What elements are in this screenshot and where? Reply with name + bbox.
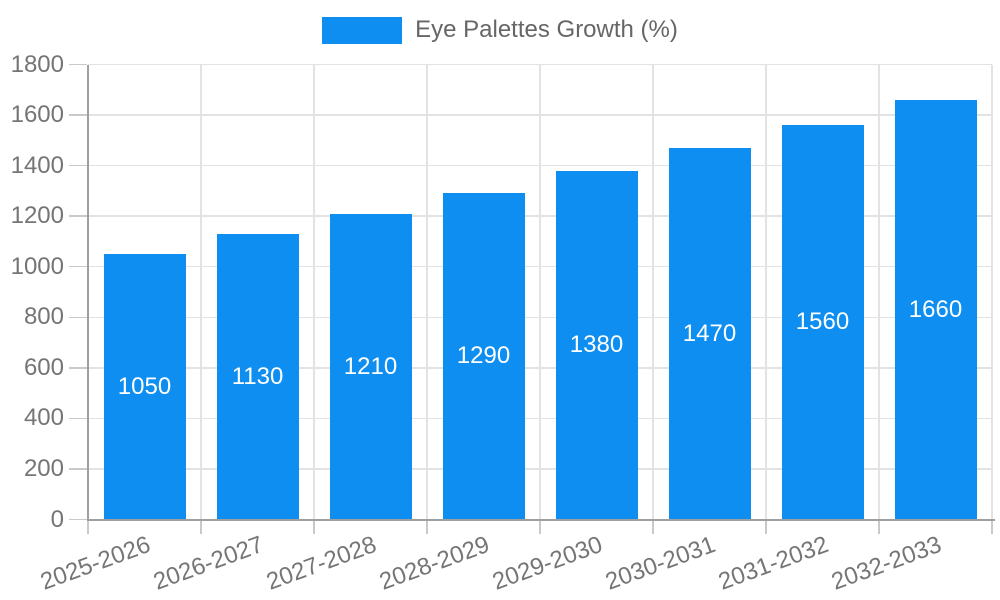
legend: Eye Palettes Growth (%) — [0, 16, 1000, 44]
bar — [216, 233, 299, 520]
y-axis-tick-label: 1800 — [10, 50, 64, 78]
y-axis-tick-label: 800 — [23, 303, 64, 331]
y-tick-mark — [69, 164, 87, 167]
x-axis-tick-label: 2031-2032 — [714, 531, 832, 596]
x-tick-mark — [426, 519, 428, 534]
y-axis-tick-label: 1600 — [10, 101, 64, 129]
gridline-vertical — [652, 64, 654, 520]
bar-value-label: 1560 — [795, 308, 850, 336]
x-axis-tick-label: 2026-2027 — [149, 531, 267, 596]
x-axis-tick-label: 2025-2026 — [36, 531, 154, 596]
x-tick-mark — [200, 519, 202, 534]
bar-value-label: 1380 — [569, 331, 624, 359]
bar — [103, 254, 186, 520]
x-axis-line — [88, 519, 995, 521]
x-axis-tick-label: 2027-2028 — [262, 531, 380, 596]
y-tick-mark — [69, 215, 87, 217]
gridline-vertical — [200, 64, 202, 520]
bar — [442, 193, 525, 520]
bar — [329, 213, 412, 520]
bar — [668, 147, 751, 520]
gridline-vertical — [539, 64, 541, 520]
x-tick-mark — [652, 519, 654, 534]
x-tick-mark — [539, 519, 541, 534]
x-axis-tick-label: 2032-2033 — [827, 531, 945, 596]
bar — [894, 99, 977, 520]
y-axis-tick-label: 1000 — [10, 252, 64, 280]
x-tick-mark — [87, 519, 89, 534]
y-axis-tick-label: 600 — [23, 353, 64, 381]
y-tick-mark — [69, 367, 87, 369]
y-axis-tick-label: 0 — [50, 505, 64, 533]
bar — [555, 170, 638, 520]
y-axis-tick-label: 1200 — [10, 202, 64, 230]
y-tick-mark — [69, 468, 87, 470]
bar-value-label: 1130 — [231, 362, 284, 390]
bar-value-label: 1050 — [117, 372, 172, 400]
x-axis-tick-label: 2030-2031 — [601, 531, 719, 596]
legend-label: Eye Palettes Growth (%) — [415, 16, 678, 43]
x-axis-tick-label: 2028-2029 — [375, 531, 493, 596]
gridline-vertical — [765, 64, 767, 520]
y-tick-mark — [69, 265, 87, 268]
y-tick-mark — [69, 518, 87, 521]
y-tick-mark — [69, 63, 87, 66]
x-tick-mark — [878, 519, 880, 534]
legend-swatch — [322, 16, 403, 44]
x-tick-mark — [313, 519, 315, 534]
y-axis-line — [86, 64, 89, 521]
y-tick-mark — [69, 417, 87, 420]
gridline-vertical — [426, 64, 428, 520]
x-tick-mark — [991, 519, 993, 534]
bar-value-label: 1210 — [343, 352, 398, 380]
y-tick-mark — [69, 316, 87, 319]
y-axis-tick-label: 400 — [23, 404, 64, 432]
x-tick-mark — [765, 519, 767, 534]
y-axis-tick-label: 200 — [23, 454, 64, 482]
x-axis-tick-label: 2029-2030 — [488, 531, 606, 596]
bar-value-label: 1470 — [682, 319, 737, 347]
gridline-vertical — [991, 64, 993, 520]
bar-value-label: 1290 — [456, 342, 511, 370]
gridline-vertical — [313, 64, 315, 520]
bar-value-label: 1660 — [908, 295, 963, 323]
y-axis-tick-label: 1400 — [10, 151, 64, 179]
bar — [781, 125, 864, 520]
gridline-vertical — [878, 64, 880, 520]
y-tick-mark — [69, 114, 87, 116]
